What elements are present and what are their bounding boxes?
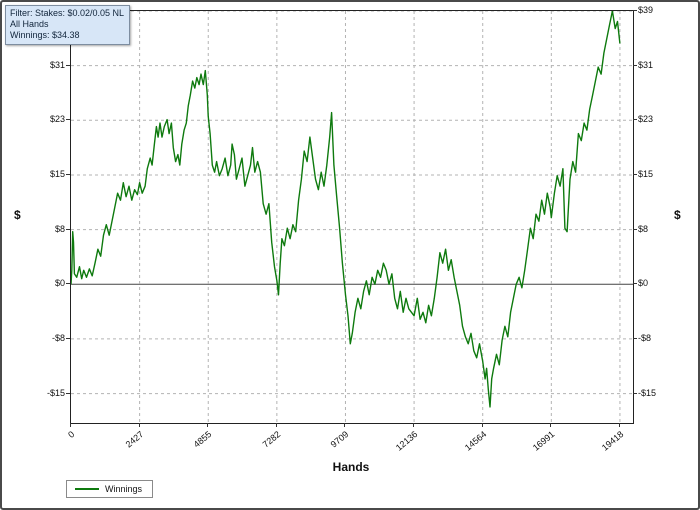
y-tick-label-right: $15 (638, 168, 654, 179)
y-tick-label-right: $8 (638, 223, 649, 234)
tick-mark (66, 119, 70, 121)
tick-mark (633, 10, 637, 11)
y-tick-label-right: -$15 (638, 387, 657, 398)
y-tick-label-right: $39 (638, 5, 654, 15)
tick-mark (633, 173, 637, 175)
plot-area (70, 10, 634, 424)
tick-mark (481, 423, 483, 427)
filter-info-box: Filter: Stakes: $0.02/0.05 NL All Hands … (5, 5, 131, 45)
tick-mark (70, 423, 71, 427)
tick-mark (633, 64, 637, 66)
legend-line-swatch (75, 488, 99, 490)
y-axis-title-right: $ (674, 208, 681, 222)
legend-label: Winnings (105, 484, 143, 494)
y-tick-label-left: -$15 (46, 387, 65, 398)
tick-mark (66, 283, 70, 285)
y-tick-label-right: -$8 (638, 332, 652, 343)
y-tick-label-left: $0 (54, 278, 65, 289)
y-tick-label-left: $23 (49, 114, 65, 125)
tick-mark (633, 228, 637, 230)
y-tick-label-right: $31 (638, 59, 654, 70)
y-tick-label-left: -$8 (51, 332, 65, 343)
tick-mark (633, 283, 637, 285)
tick-mark (413, 423, 415, 427)
winnings-line (71, 11, 621, 408)
tick-mark (66, 64, 70, 66)
y-tick-label-right: $23 (638, 114, 654, 125)
legend: Winnings (66, 480, 154, 498)
tick-mark (66, 392, 70, 394)
tick-mark (633, 392, 637, 394)
filter-line-winnings: Winnings: $34.38 (10, 30, 80, 40)
x-axis-title: Hands (332, 460, 370, 474)
tick-mark (550, 423, 552, 427)
tick-mark (66, 228, 70, 230)
tick-mark (66, 173, 70, 175)
tick-mark (633, 119, 637, 121)
tick-mark (618, 423, 620, 427)
y-tick-label-left: $15 (49, 168, 65, 179)
y-axis-title-left: $ (14, 208, 21, 222)
plot-svg (71, 11, 633, 423)
y-tick-label-left: $8 (54, 223, 65, 234)
filter-line-hands: All Hands (10, 19, 49, 29)
tick-mark (633, 337, 637, 339)
tick-mark (138, 423, 140, 427)
y-tick-label-right: $0 (638, 278, 649, 289)
y-tick-label-left: $31 (49, 59, 65, 70)
tick-mark (207, 423, 209, 427)
filter-line-stakes: Filter: Stakes: $0.02/0.05 NL (10, 8, 125, 18)
tick-mark (66, 337, 70, 339)
tick-mark (275, 423, 277, 427)
tick-mark (344, 423, 346, 427)
